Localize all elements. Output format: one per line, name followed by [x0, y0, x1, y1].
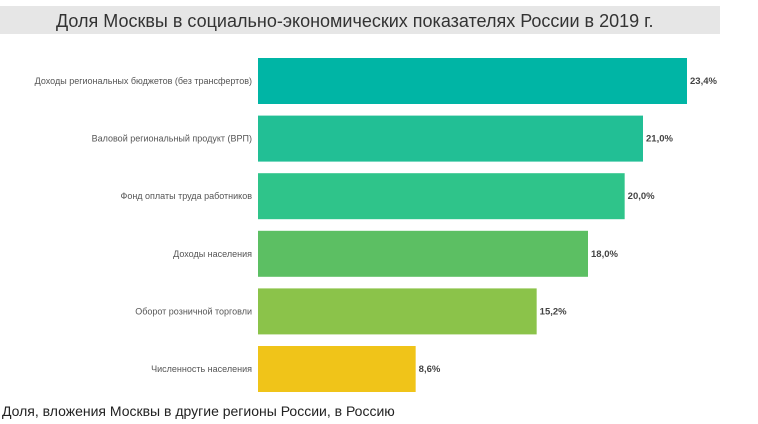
caption-text: Доля, вложения Москвы в другие регионы Р…	[2, 403, 395, 419]
bar-1	[258, 58, 687, 104]
chart-title: Доля Москвы в социально-экономических по…	[56, 11, 654, 31]
bar-5	[258, 288, 537, 335]
value-label-3: 20,0%	[628, 191, 655, 202]
value-label-2: 21,0%	[646, 134, 673, 145]
value-label-4: 18,0%	[591, 249, 618, 260]
value-label-5: 15,2%	[540, 306, 567, 317]
category-label-6: Численность населения	[151, 364, 252, 374]
chart-title-bar: Доля Москвы в социально-экономических по…	[0, 6, 720, 34]
category-label-5: Оборот розничной торговли	[135, 306, 252, 316]
category-label-4: Доходы населения	[173, 249, 252, 259]
bar-chart: Доходы региональных бюджетов (без трансф…	[35, 58, 717, 392]
bar-2	[258, 115, 643, 162]
category-label-2: Валовой региональный продукт (ВРП)	[92, 134, 252, 144]
bar-4	[258, 230, 588, 277]
category-label-3: Фонд оплаты труда работников	[120, 191, 252, 201]
category-label-1: Доходы региональных бюджетов (без трансф…	[35, 76, 252, 86]
value-label-6: 8,6%	[419, 364, 441, 375]
bar-6	[258, 346, 416, 392]
value-label-1: 23,4%	[690, 76, 717, 87]
bar-3	[258, 173, 625, 220]
